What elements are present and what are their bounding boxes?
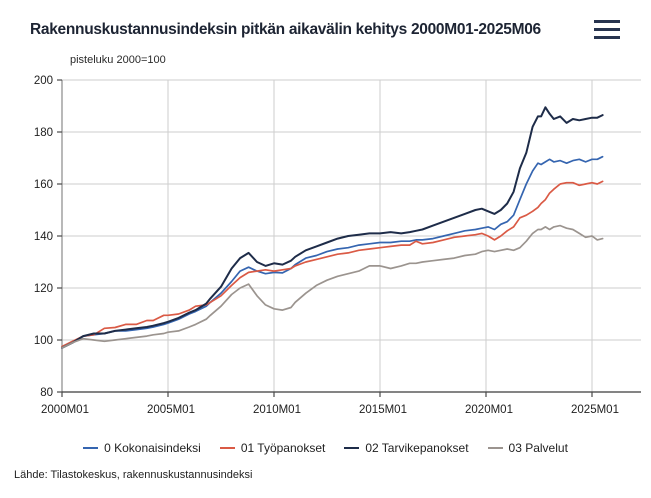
source-note: Lähde: Tilastokeskus, rakennuskustannusi…	[14, 469, 253, 481]
legend-item-02-tarvikepanokset[interactable]: 02 Tarvikepanokset	[344, 441, 469, 455]
x-tick-label: 2025M01	[571, 404, 619, 416]
y-tick-label: 160	[34, 179, 53, 191]
series-line-0-kokonaisindeksi	[61, 155, 604, 349]
legend-line-swatch	[344, 446, 360, 450]
legend-item-01-työpanokset[interactable]: 01 Työpanokset	[219, 441, 326, 455]
legend-label: 03 Palvelut	[508, 441, 568, 455]
y-tick-label: 80	[40, 387, 53, 399]
legend-line-swatch	[219, 446, 235, 450]
hamburger-icon-bar	[594, 27, 620, 32]
legend-line-swatch	[487, 446, 503, 450]
legend-label: 01 Työpanokset	[240, 441, 326, 455]
chart-legend: 0 Kokonaisindeksi 01 Työpanokset 02 Tarvik…	[0, 441, 651, 455]
hamburger-icon-bar	[594, 35, 620, 39]
y-tick-label: 100	[34, 335, 53, 347]
legend-label: 0 Kokonaisindeksi	[104, 441, 201, 455]
page-title: Rakennuskustannusindeksin pitkän aikaväl…	[30, 21, 541, 38]
series-line-01-työpanokset	[61, 180, 604, 348]
series-line-03-palvelut	[61, 224, 604, 349]
menu-button[interactable]	[594, 20, 620, 39]
x-tick-label: 2005M01	[147, 404, 195, 416]
legend-label: 02 Tarvikepanokset	[365, 441, 469, 455]
legend-item-0-kokonaisindeksi[interactable]: 0 Kokonaisindeksi	[83, 441, 201, 455]
y-tick-label: 180	[34, 127, 53, 139]
x-tick-label: 2000M01	[41, 404, 89, 416]
series-line-02-tarvikepanokset	[61, 106, 604, 349]
y-axis-unit-label: pisteluku 2000=100	[70, 54, 166, 66]
y-tick-label: 140	[34, 231, 53, 243]
x-tick-label: 2010M01	[253, 404, 301, 416]
x-tick-label: 2020M01	[465, 404, 513, 416]
legend-item-03-palvelut[interactable]: 03 Palvelut	[487, 441, 568, 455]
hamburger-icon-bar	[594, 20, 620, 24]
y-tick-label: 120	[34, 283, 53, 295]
y-tick-label: 200	[34, 75, 53, 87]
x-tick-label: 2015M01	[359, 404, 407, 416]
legend-line-swatch	[83, 446, 99, 450]
